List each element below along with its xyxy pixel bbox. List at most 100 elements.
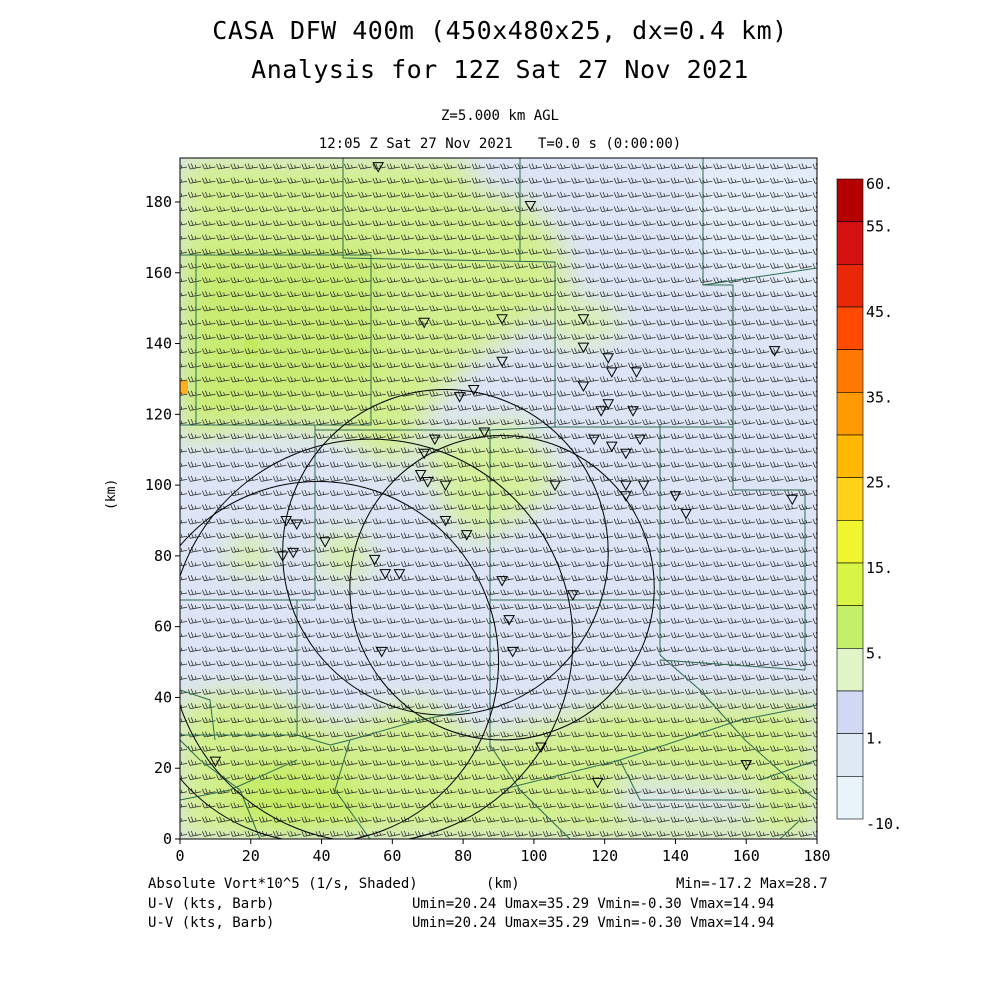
station-marker [605, 441, 618, 453]
station-marker [620, 491, 632, 502]
range-ring [180, 438, 574, 839]
y-axis: 0 20 40 60 80 100 120 140 160 180 [145, 193, 180, 848]
colorbar-label: 15. [866, 559, 893, 577]
y-tick-label: 20 [154, 759, 172, 777]
colorbar-label: 25. [866, 474, 893, 492]
colorbar-swatch [836, 264, 864, 308]
station-marker [287, 547, 300, 559]
y-tick-label: 100 [145, 476, 172, 494]
county-line [759, 759, 817, 781]
x-tick-label: 80 [454, 847, 472, 865]
station-marker [368, 554, 381, 566]
county-boundaries [180, 158, 817, 839]
map-frame [179, 157, 818, 840]
x-tick-label: 160 [733, 847, 760, 865]
colorbar-swatch [836, 178, 864, 222]
colorbar-swatch [836, 392, 864, 436]
range-ring [180, 481, 499, 839]
station-marker [421, 477, 434, 488]
station-marker [577, 381, 590, 393]
colorbar-swatch [836, 648, 864, 692]
x-tick-label: 60 [383, 847, 401, 865]
county-line [180, 425, 316, 601]
y-tick-label: 160 [145, 264, 172, 282]
station-marker [209, 756, 222, 768]
y-tick-label: 80 [154, 547, 172, 565]
station-marker [439, 515, 452, 527]
station-marker [393, 569, 406, 580]
station-marker [595, 406, 607, 417]
station-marker [740, 760, 753, 771]
x-tick-label: 20 [242, 847, 260, 865]
station-marker [524, 201, 537, 212]
county-line [180, 759, 298, 801]
y-tick-label: 180 [145, 193, 172, 211]
station-marker [588, 434, 600, 446]
station-marker [453, 392, 466, 403]
colorbar-label: 45. [866, 303, 893, 321]
wind-barbs [180, 163, 817, 837]
y-tick-label: 40 [154, 688, 172, 706]
station-marker [467, 385, 480, 396]
colorbar-label: 60. [866, 175, 893, 193]
county-line [499, 704, 817, 791]
colorbar-label: 1. [866, 730, 884, 748]
x-tick-label: 180 [803, 847, 830, 865]
station-marker [375, 646, 388, 658]
county-line [342, 255, 556, 427]
county-line [659, 659, 806, 671]
y-tick-label: 60 [154, 618, 172, 636]
station-markers [209, 162, 799, 789]
title-line-2: Analysis for 12Z Sat 27 Nov 2021 [251, 55, 749, 84]
station-marker [439, 480, 452, 492]
y-axis-title: (km) [104, 478, 119, 510]
station-marker [627, 406, 639, 417]
title-line-1: CASA DFW 400m (450x480x25, dx=0.4 km) [212, 16, 788, 45]
field-label: Absolute Vort*10^5 (1/s, Shaded) [148, 876, 418, 892]
station-marker [418, 448, 431, 460]
station-marker [418, 317, 431, 329]
colorbar-label: 35. [866, 388, 893, 406]
county-line [489, 744, 571, 839]
colorbar-swatch [836, 733, 864, 777]
station-marker [290, 519, 303, 531]
x-axis-title: (km) [486, 876, 520, 892]
colorbar-swatch [836, 605, 864, 649]
colorbar-label: 55. [866, 218, 893, 236]
station-marker [669, 491, 682, 502]
range-ring [349, 435, 655, 741]
station-marker [428, 434, 441, 446]
x-tick-label: 140 [662, 847, 689, 865]
x-axis: 0 20 40 60 80 100 120 140 160 180 [175, 839, 831, 865]
station-marker [496, 356, 508, 368]
level-label: Z=5.000 km AGL [440, 108, 559, 124]
station-marker [602, 353, 615, 364]
station-marker [535, 742, 547, 754]
station-marker [503, 615, 515, 626]
station-marker [478, 427, 491, 439]
station-marker [630, 367, 643, 378]
y-tick-label: 140 [145, 335, 172, 353]
county-line [733, 489, 806, 670]
colorbar-swatch [836, 562, 864, 606]
wind-barb-field [180, 163, 817, 837]
station-marker [319, 537, 331, 548]
colorbar-swatch [836, 776, 864, 820]
county-line [619, 759, 750, 801]
station-marker [577, 314, 590, 325]
station-marker [460, 530, 473, 541]
station-marker [602, 399, 615, 410]
wind-label-2: U-V (kts, Barb) [148, 915, 275, 931]
time-label: 12:05 Z Sat 27 Nov 2021 T=0.0 s (0:00:00… [318, 136, 682, 152]
wind-stats-1: Umin=20.24 Umax=35.29 Vmin=-0.30 Vmax=14… [412, 896, 775, 912]
colorbar-swatch [836, 306, 864, 350]
colorbar-swatch [836, 690, 864, 734]
vorticity-shading [180, 158, 817, 839]
county-line [779, 819, 801, 839]
station-marker [549, 480, 561, 492]
county-line [334, 739, 371, 839]
colorbar-swatch [836, 221, 864, 265]
x-tick-label: 120 [591, 847, 618, 865]
y-tick-label: 120 [145, 405, 172, 423]
